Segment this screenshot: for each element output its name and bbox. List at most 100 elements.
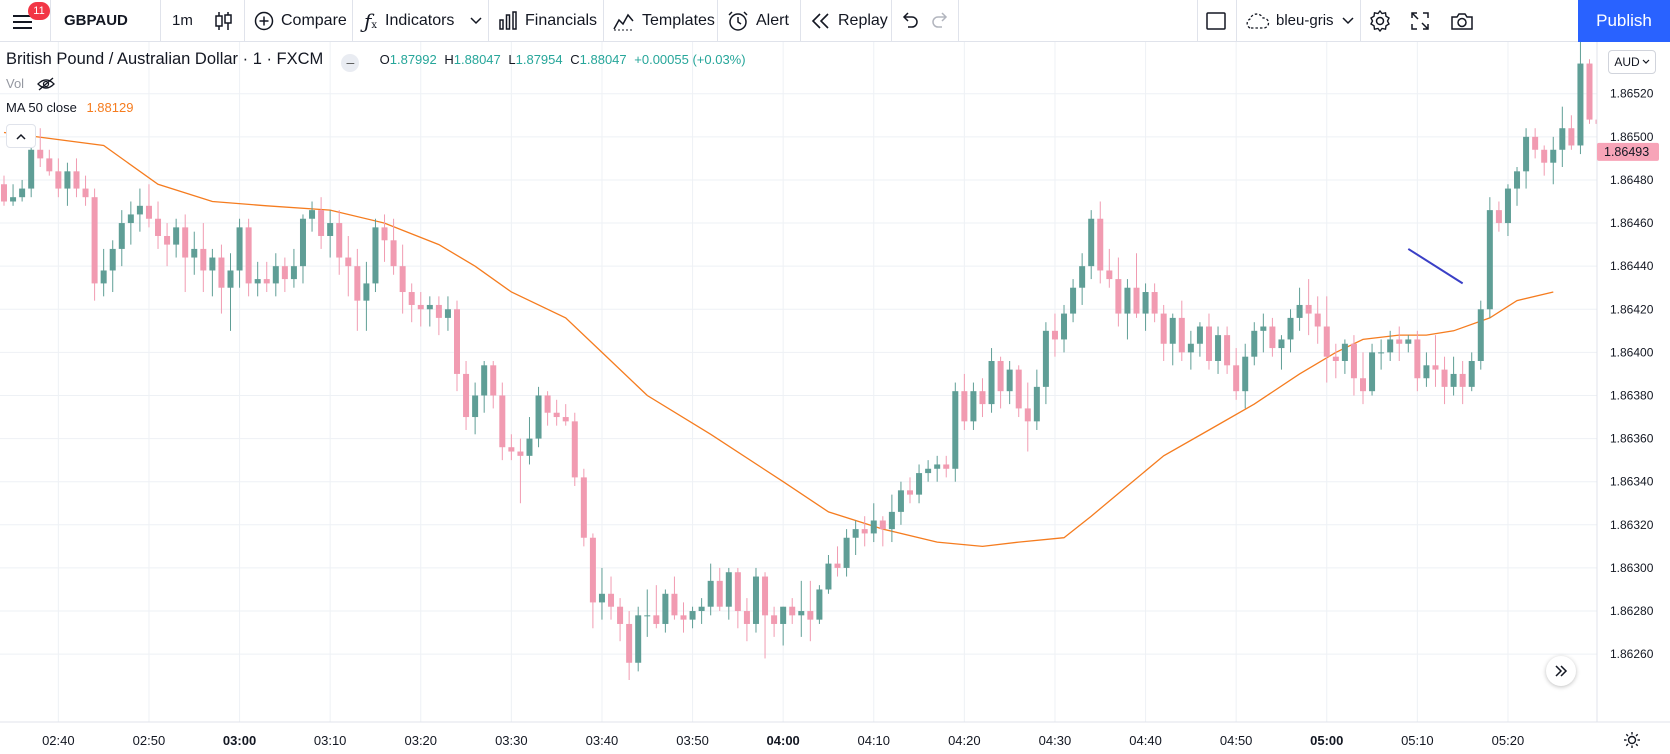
settings-button[interactable] [1368,0,1392,41]
axis-settings-button[interactable] [1620,728,1644,752]
symbol-search[interactable]: GBPAUD [64,12,128,29]
ma-legend[interactable]: MA 50 close 1.88129 [6,100,133,115]
time-tick-label: 03:40 [586,733,619,748]
redo-icon [930,11,950,30]
candle [961,373,968,430]
collapse-legend-dot[interactable]: – [341,54,360,72]
redo-button[interactable] [930,0,950,41]
candle-body [852,529,859,538]
candle [1088,210,1095,280]
candle [562,404,569,426]
candle-body [381,227,388,241]
candle-body [454,309,460,374]
candle-body [10,197,17,202]
currency-dropdown[interactable]: AUD [1608,50,1656,74]
candle [934,455,941,482]
candle-body [309,210,316,219]
candle [281,257,288,293]
indicators-dropdown[interactable] [470,0,482,41]
legend-collapse-button[interactable] [6,124,36,148]
candle-body [145,205,152,219]
candle-body [589,537,596,603]
candle [463,361,470,430]
bar-chart-icon [498,10,518,31]
chart-canvas[interactable]: 1.86520 1.86500 1.86480 1.86460 1.86440 1.864… [0,42,1670,754]
candle [200,223,207,293]
symbol-title[interactable]: British Pound / Australian Dollar · 1 · … [6,50,324,68]
replay-button[interactable]: Replay [811,0,888,41]
candle-body [743,611,750,624]
templates-button[interactable]: Templates [613,0,715,41]
scroll-to-realtime-button[interactable] [1546,656,1576,686]
drawn-trend-line[interactable] [1407,248,1464,285]
candle [1432,335,1439,387]
candle [1423,352,1430,387]
candle-body [626,623,633,663]
candle [408,283,415,323]
price-axis[interactable]: 1.86520 1.86500 1.86480 1.86460 1.86440 1.864… [1596,42,1670,722]
alert-button[interactable]: Alert [727,0,789,41]
volume-legend[interactable]: Vol [6,76,56,92]
price-tick-label: 1.86460 [1610,216,1654,230]
candle [1441,356,1448,405]
candle [635,606,642,672]
eye-hidden-icon[interactable] [36,76,56,92]
change-value: +0.00055 (+0.03%) [634,52,746,67]
menu-button[interactable] [12,0,38,41]
candle-body [762,576,769,616]
layout-name-button[interactable]: bleu-gris [1244,0,1334,41]
candle-body [127,214,134,224]
layout-toggle-button[interactable] [1205,0,1227,41]
candle [236,218,243,288]
candle [626,611,633,680]
candle [309,201,316,232]
candle-body [254,279,261,284]
candle [734,567,741,629]
fullscreen-button[interactable] [1410,0,1430,41]
undo-button[interactable] [900,0,920,41]
toolbar-divider [1360,0,1361,41]
candle [1151,283,1158,323]
low-label: L [508,52,516,67]
layout-dropdown[interactable] [1342,0,1354,41]
candle-body [1233,365,1240,392]
candle-body [1097,218,1104,271]
candle [46,149,53,176]
publish-button[interactable]: Publish [1578,0,1670,42]
candle [1070,279,1077,323]
candle-body [1577,63,1584,146]
candle [1504,184,1511,236]
candle-body [1332,356,1339,361]
candle [1414,330,1421,392]
candle [526,417,533,465]
candle [73,158,80,198]
plus-circle-icon [254,11,274,31]
candle [64,162,71,206]
candle [363,261,370,331]
candle-body [1405,339,1412,344]
low-value: 1.87954 [515,52,563,67]
chart-type-button[interactable] [214,0,234,41]
candlestick-series [1,42,1611,680]
current-price-value: 1.86493 [1604,145,1649,159]
candle [1042,322,1049,405]
toolbar-divider [958,0,959,41]
interval-button[interactable]: 1m [172,12,193,29]
candle [1341,339,1348,374]
financials-button[interactable]: Financials [498,0,597,41]
compare-button[interactable]: Compare [254,0,347,41]
candle-body [1296,304,1303,318]
candle [1133,253,1140,318]
candle [598,567,605,620]
candle-body [517,451,524,456]
time-axis[interactable]: 02:40 02:50 03:00 03:10 03:20 03:30 03:40 03:50… [0,721,1670,754]
snapshot-button[interactable] [1450,0,1474,41]
toolbar-divider [717,0,718,41]
candle-body [435,304,442,318]
candle [608,576,615,620]
candle [988,348,995,413]
moving-average-layer [3,131,1554,548]
candle [490,361,497,409]
candle [218,244,225,314]
